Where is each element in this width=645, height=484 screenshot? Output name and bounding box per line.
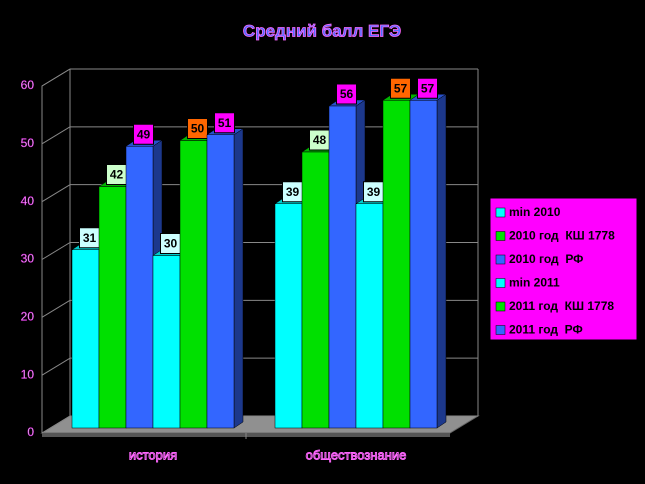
data-label: 57 bbox=[421, 81, 435, 95]
legend-label: min 2010 bbox=[509, 205, 561, 219]
bar bbox=[274, 203, 303, 429]
data-label: 31 bbox=[83, 231, 97, 245]
grid-line-side bbox=[41, 299, 71, 318]
grid-line-side bbox=[41, 242, 71, 260]
y-tick-label: 60 bbox=[21, 78, 35, 92]
bar bbox=[179, 140, 208, 429]
bar bbox=[355, 203, 384, 429]
grid-line-side bbox=[41, 357, 71, 376]
bar bbox=[301, 151, 330, 429]
chart-title: Средний балл ЕГЭ bbox=[243, 21, 401, 40]
data-label-box bbox=[214, 112, 235, 134]
legend-swatch bbox=[495, 231, 506, 241]
data-label-box bbox=[336, 83, 357, 105]
legend-swatch bbox=[495, 254, 506, 265]
data-label-box bbox=[417, 77, 438, 99]
bar bbox=[98, 186, 127, 429]
bar bbox=[328, 105, 357, 429]
bar bbox=[152, 255, 181, 429]
data-label: 51 bbox=[218, 116, 232, 130]
y-tick-label: 20 bbox=[21, 310, 35, 324]
legend-swatch bbox=[495, 207, 506, 218]
data-label-box bbox=[390, 77, 411, 99]
grid-line-side bbox=[41, 68, 71, 87]
y-tick-label: 10 bbox=[21, 367, 35, 381]
data-label: 50 bbox=[191, 122, 205, 136]
data-label-box bbox=[187, 118, 208, 139]
grid-line-side bbox=[41, 415, 71, 434]
y-tick-label: 30 bbox=[21, 252, 35, 266]
x-tick-label: история bbox=[129, 447, 177, 462]
y-tick-label: 0 bbox=[27, 425, 34, 439]
bar bbox=[206, 134, 235, 429]
data-label: 39 bbox=[367, 185, 381, 199]
data-label: 48 bbox=[313, 133, 327, 147]
legend-label: min 2011 bbox=[509, 276, 560, 290]
data-label: 30 bbox=[164, 237, 178, 251]
data-label: 56 bbox=[340, 87, 354, 101]
legend-label: 2011 год РФ bbox=[509, 323, 583, 337]
legend-swatch bbox=[495, 278, 506, 288]
data-label: 57 bbox=[394, 81, 408, 95]
grid-line-side bbox=[41, 184, 71, 203]
data-label: 42 bbox=[110, 168, 124, 182]
bar-side bbox=[233, 128, 244, 429]
legend-label: 2010 год РФ bbox=[509, 252, 583, 266]
bar bbox=[382, 100, 411, 429]
legend-swatch bbox=[495, 301, 506, 312]
legend bbox=[489, 197, 638, 341]
grid-line-side bbox=[41, 126, 71, 145]
y-tick-label: 40 bbox=[21, 194, 35, 208]
data-label-box bbox=[133, 123, 154, 145]
bar-side bbox=[436, 93, 447, 429]
legend-label: 2011 год КШ 1778 bbox=[509, 299, 614, 313]
data-label: 49 bbox=[137, 127, 151, 141]
bar bbox=[125, 146, 154, 429]
legend-swatch bbox=[495, 325, 506, 335]
bar bbox=[71, 249, 100, 429]
legend-label: 2010 год КШ 1778 bbox=[509, 229, 615, 243]
y-tick-label: 50 bbox=[21, 136, 35, 150]
x-tick-label: обществознание bbox=[306, 447, 407, 462]
data-label: 39 bbox=[286, 185, 300, 199]
bar bbox=[409, 100, 438, 429]
